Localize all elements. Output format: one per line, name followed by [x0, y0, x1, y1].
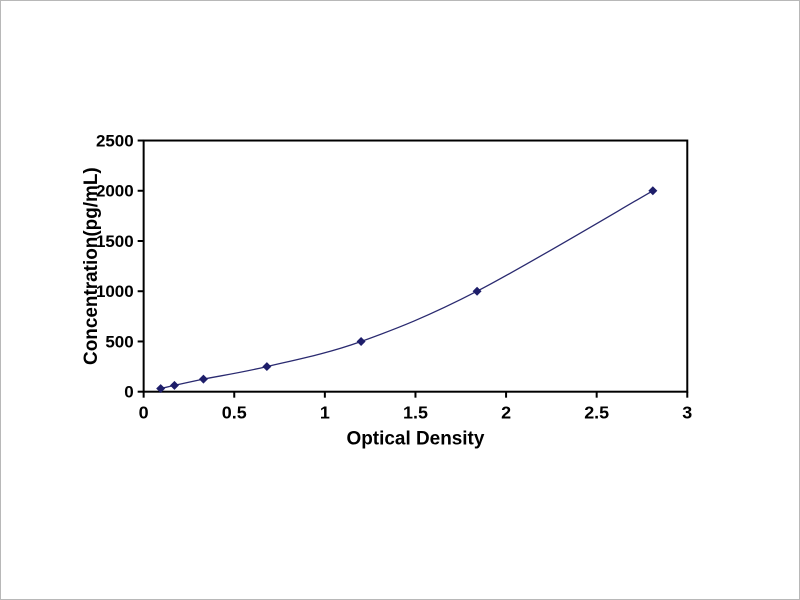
data-point-marker [169, 380, 179, 390]
y-tick-label: 500 [105, 332, 133, 351]
x-tick-label: 1 [320, 403, 330, 423]
y-tick-label: 0 [124, 383, 133, 402]
x-tick-label: 0 [139, 403, 149, 423]
y-axis-title: Concentration(pg/mL) [81, 167, 102, 365]
y-tick-label: 2000 [96, 182, 134, 201]
x-axis-title: Optical Density [346, 429, 484, 450]
x-tick-label: 2.5 [584, 403, 609, 423]
data-point-marker [198, 374, 208, 384]
x-tick-label: 0.5 [222, 403, 247, 423]
data-point-marker [262, 362, 272, 372]
x-tick-label: 1.5 [403, 403, 428, 423]
y-tick-label: 2500 [96, 132, 134, 151]
plot-frame [142, 139, 689, 393]
x-tick-label: 3 [682, 403, 692, 423]
data-point-marker [356, 336, 366, 346]
y-tick-label: 1500 [96, 232, 134, 251]
data-point-marker [472, 286, 482, 296]
series-line [160, 190, 654, 390]
y-tick-label: 1000 [96, 282, 134, 301]
x-tick-label: 2 [501, 403, 511, 423]
data-point-marker [648, 186, 658, 196]
